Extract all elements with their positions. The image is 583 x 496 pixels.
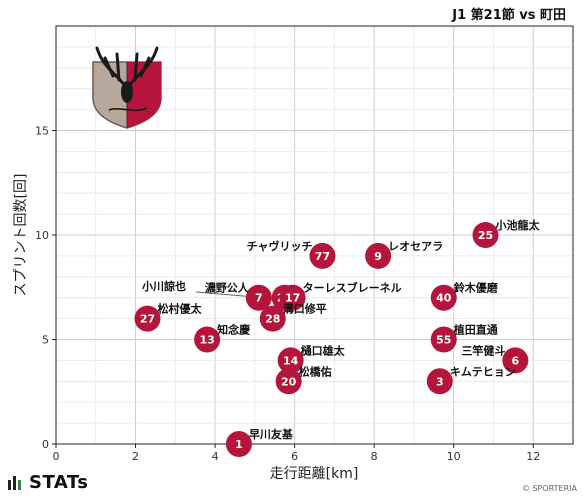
point-number-label: 1 [235,438,243,451]
brand-bars-icon [8,474,23,495]
point-marker [245,284,272,311]
point-number-label: 40 [436,292,452,305]
point-name-label: 早川友基 [249,427,294,441]
point-number-label: 20 [281,375,297,388]
y-tick-label: 10 [35,229,49,242]
data-point: 9 レオセアラ [365,240,443,269]
point-name-label: 鈴木優磨 [454,281,499,295]
point-marker [430,284,457,311]
point-name-label: 樋口雄太 [301,343,346,357]
x-tick-label: 12 [526,450,540,463]
y-tick-label: 15 [35,125,49,138]
point-name-label: レオセアラ [388,240,443,253]
point-marker [309,242,336,269]
point-marker [502,347,529,374]
x-tick-label: 10 [447,450,461,463]
point-marker [365,242,392,269]
point-number-label: 3 [436,375,444,388]
data-points: 25小池龍太9レオセアラ77チャヴリッチ40鈴木優磨7濃野公人2117ターレスブ… [134,218,541,457]
point-marker [259,305,286,332]
club-crest-logo [92,46,162,129]
point-number-label: 13 [199,334,214,347]
brand-name: STATs [29,472,89,493]
point-marker [225,431,252,457]
point-number-label: 9 [374,250,382,263]
crest-script [108,107,148,112]
crest-shape [92,46,162,129]
point-number-label: 7 [255,292,263,305]
x-tick-label: 4 [212,450,219,463]
point-marker [277,347,304,374]
point-number-label: 17 [285,292,300,305]
y-tick-label: 0 [42,438,49,451]
point-marker [275,368,302,395]
chart-title: J1 第21節 vs 町田 [451,7,566,23]
point-number-label: 77 [315,250,330,263]
x-tick-label: 2 [132,450,139,463]
point-number-label: 14 [283,354,299,367]
point-marker [134,305,161,332]
point-marker [194,326,221,353]
point-name-label: ターレスブレーネル [303,281,402,295]
point-marker [426,368,453,395]
y-axis-label: スプリント回数[回] [13,174,29,297]
stats-brand: STATs [8,472,88,495]
x-tick-label: 8 [371,450,378,463]
deer-head [121,81,133,103]
point-number-label: 55 [436,334,451,347]
data-point: 1 早川友基 [225,427,294,457]
point-name-label: 濃野公人 [205,281,250,295]
point-name-label: キムテヒョン [450,365,516,378]
y-tick-label: 5 [42,334,49,347]
x-tick-label: 0 [53,450,60,463]
point-marker [430,326,457,353]
point-name-label: 三竿健斗 [461,343,505,357]
callout-label: 小川諒也 [141,279,186,293]
point-name-label: 小池龍太 [495,218,541,232]
point-name-label: 植田直通 [453,323,498,337]
point-number-label: 25 [478,229,493,242]
data-point: 6 三竿健斗 [461,343,529,374]
point-number-label: 28 [265,313,280,326]
point-name-label: チャヴリッチ [247,239,313,253]
data-point: 3 キムテヒョン [426,365,516,395]
point-number-label: 6 [512,354,520,367]
x-axis-label: 走行距離[km] [270,465,359,482]
point-name-label: 松橋佑 [299,364,332,378]
point-marker [279,284,306,311]
x-tick-label: 6 [291,450,298,463]
point-name-label: 松村優太 [157,302,202,316]
point-name-label: 知念慶 [216,323,250,337]
point-marker [472,222,499,248]
data-point: 7 濃野公人 [205,281,272,311]
deer-antlers [95,46,159,88]
point-name-label: 溝口修平 [283,302,327,316]
point-number-label: 27 [140,313,155,326]
copyright-credit: © SPORTERIA [521,484,577,493]
